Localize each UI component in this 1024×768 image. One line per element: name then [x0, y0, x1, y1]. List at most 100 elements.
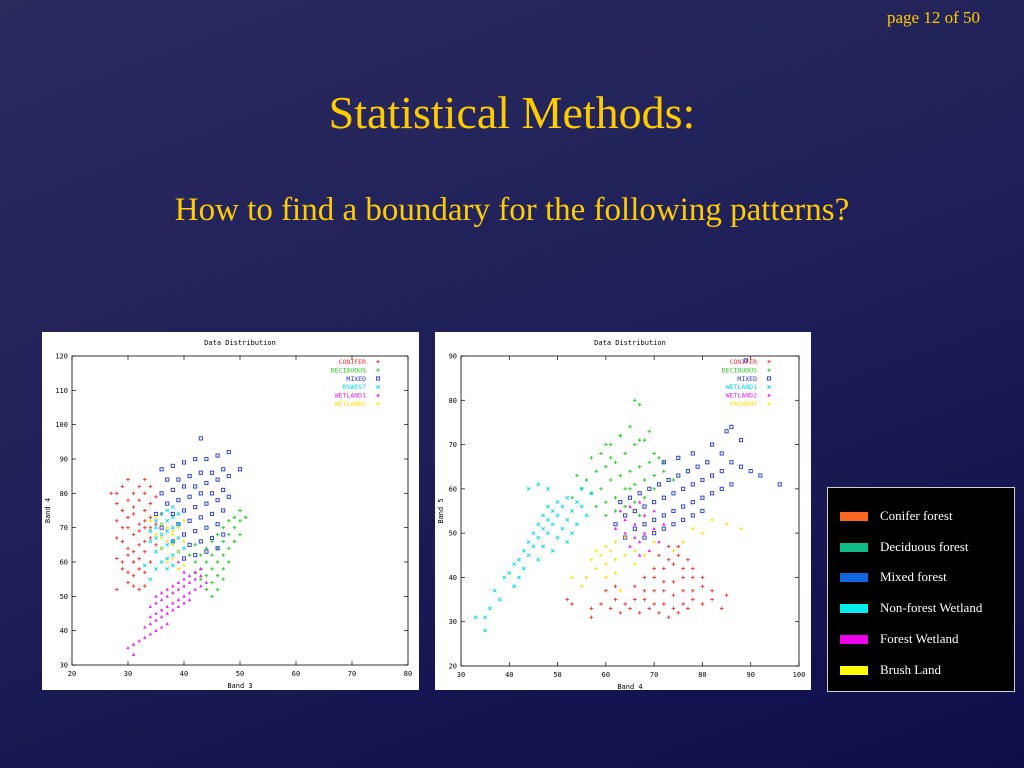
- data-point-mixed: [181, 484, 187, 489]
- data-point-pashent: [594, 549, 598, 553]
- data-point-pashent: [608, 549, 613, 553]
- data-point-pashent: [599, 553, 603, 558]
- data-point-mixed: [181, 556, 187, 561]
- data-point-deciduous: [671, 478, 676, 482]
- data-point-pashent: [623, 553, 627, 558]
- data-point-conifer: [131, 491, 136, 496]
- data-point-wetland1: [176, 604, 181, 608]
- data-point-rswest: [170, 505, 175, 509]
- data-point-wetland1: [176, 597, 181, 602]
- y-tick-label: 30: [60, 662, 68, 670]
- data-point-rswest: [176, 522, 181, 527]
- data-point-deciduous: [608, 442, 613, 447]
- data-point-wetland1: [165, 621, 169, 626]
- data-point-wetland1: [165, 594, 169, 598]
- data-point-wetland1: [555, 500, 560, 505]
- data-point-mixed: [204, 525, 209, 530]
- data-point-wetland1: [502, 575, 507, 580]
- data-point-wetland1: [536, 522, 541, 527]
- data-point-wetland1: [154, 628, 158, 632]
- class-legend: Conifer forest Deciduous forest Mixed fo…: [827, 487, 1015, 692]
- data-point-pashent: [652, 540, 656, 544]
- data-point-conifer: [126, 515, 130, 520]
- data-point-mixed: [204, 456, 209, 462]
- data-point-conifer: [143, 584, 147, 588]
- data-point-deciduous: [604, 513, 608, 518]
- data-point-conifer: [681, 575, 685, 580]
- data-point-conifer: [589, 615, 594, 620]
- data-point-mixed: [215, 477, 220, 482]
- data-point-mixed: [652, 531, 657, 536]
- data-point-wetland2: [642, 513, 647, 517]
- data-point-rswest: [159, 532, 164, 537]
- data-point-mixed: [193, 553, 198, 558]
- data-point-conifer: [115, 556, 119, 561]
- legend-entry-label: WETLAND1: [726, 383, 757, 391]
- data-point-mixed: [165, 477, 170, 482]
- data-point-conifer: [671, 562, 676, 566]
- data-point-mixed: [729, 482, 734, 487]
- data-point-conifer: [126, 498, 130, 502]
- data-point-conifer: [686, 557, 690, 562]
- data-point-conifer: [115, 491, 119, 496]
- data-point-wetland1: [574, 500, 579, 505]
- data-point-deciduous: [633, 398, 637, 403]
- data-point-mixed: [666, 477, 671, 483]
- data-point-conifer: [662, 580, 666, 584]
- data-point-deciduous: [227, 532, 231, 537]
- data-point-deciduous: [215, 560, 220, 564]
- data-point-conifer: [143, 491, 147, 496]
- legend-entry-marker: [376, 368, 380, 372]
- data-point-conifer: [724, 593, 729, 597]
- data-point-conifer: [666, 557, 671, 562]
- data-point-deciduous: [221, 539, 225, 544]
- data-point-wetland1: [579, 504, 584, 509]
- y-axis-label: Band 4: [44, 498, 52, 523]
- data-point-mixed: [652, 517, 657, 522]
- data-point-deciduous: [637, 464, 642, 469]
- x-tick-label: 40: [505, 671, 513, 679]
- data-point-pashent: [642, 553, 647, 558]
- legend-label: Brush Land: [880, 662, 942, 677]
- data-point-rswest: [182, 546, 186, 551]
- data-point-wetland2: [154, 532, 158, 537]
- data-point-wetland2: [154, 515, 158, 520]
- data-point-deciduous: [204, 573, 209, 578]
- data-point-conifer: [671, 606, 676, 611]
- data-point-deciduous: [221, 577, 225, 581]
- data-point-rswest: [154, 549, 158, 554]
- data-point-rswest: [170, 525, 175, 530]
- data-point-wetland1: [131, 652, 136, 656]
- data-point-wetland1: [541, 544, 546, 549]
- data-point-rswest: [148, 539, 153, 544]
- data-point-mixed: [681, 486, 686, 491]
- legend-entry-marker: [376, 359, 380, 364]
- data-point-mixed: [642, 522, 647, 527]
- data-point-mixed: [719, 469, 724, 474]
- data-point-wetland1: [507, 571, 512, 575]
- data-point-mixed: [613, 522, 618, 527]
- data-point-pashent: [604, 562, 608, 566]
- data-point-mixed: [627, 495, 633, 500]
- data-point-wetland2: [613, 526, 618, 531]
- data-point-deciduous: [575, 473, 579, 478]
- data-point-mixed: [637, 491, 642, 496]
- data-point-wetland1: [473, 615, 478, 620]
- data-point-deciduous: [637, 438, 642, 442]
- data-point-wetland1: [545, 504, 550, 509]
- data-point-conifer: [662, 588, 666, 593]
- data-point-wetland1: [159, 591, 164, 595]
- data-point-wetland2: [159, 522, 164, 527]
- data-point-conifer: [115, 587, 119, 592]
- data-point-conifer: [148, 501, 153, 506]
- data-point-mixed: [181, 460, 187, 465]
- page-number: page 12 of 50: [886, 8, 980, 27]
- data-point-conifer: [154, 522, 158, 527]
- data-point-conifer: [642, 597, 647, 602]
- data-point-wetland1: [521, 548, 526, 553]
- data-point-mixed: [719, 451, 724, 456]
- data-point-deciduous: [238, 508, 242, 513]
- data-point-mixed: [170, 511, 175, 516]
- data-point-deciduous: [647, 460, 652, 465]
